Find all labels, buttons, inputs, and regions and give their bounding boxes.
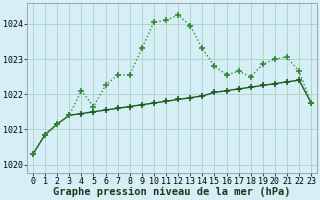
- X-axis label: Graphe pression niveau de la mer (hPa): Graphe pression niveau de la mer (hPa): [53, 187, 291, 197]
